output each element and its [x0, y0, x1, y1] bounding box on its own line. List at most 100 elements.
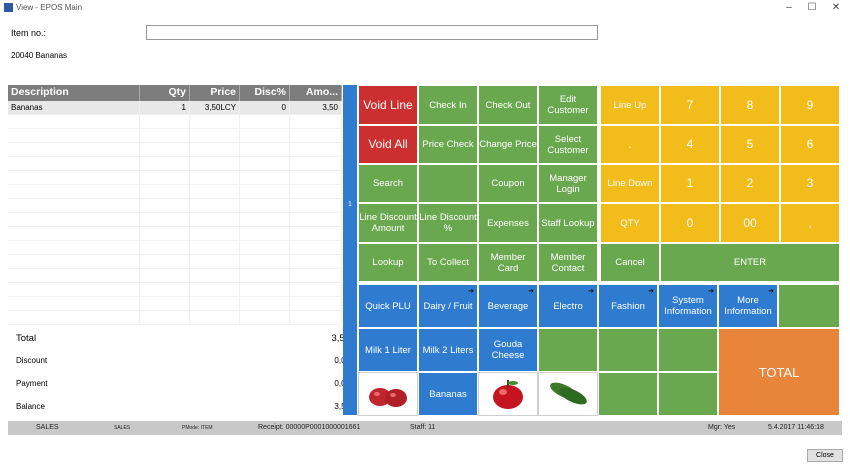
- col-description[interactable]: Description: [8, 85, 140, 101]
- close-button[interactable]: Close: [807, 449, 843, 462]
- change-price-button[interactable]: Change Price: [478, 125, 538, 164]
- milk-2-liters-button[interactable]: Milk 2 Liters: [418, 328, 478, 372]
- key-0[interactable]: 0: [660, 203, 720, 243]
- cell-description: Bananas: [8, 101, 140, 114]
- apple-plu-button[interactable]: [478, 372, 538, 416]
- status-mode: SALES: [36, 424, 59, 431]
- manager-login-button[interactable]: Manager Login: [538, 164, 598, 203]
- lookup-button[interactable]: Lookup: [358, 243, 418, 282]
- item-no-input[interactable]: [146, 25, 598, 40]
- dairy-fruit-button[interactable]: ➜ Dairy / Fruit: [418, 284, 478, 328]
- empty-table-row[interactable]: [8, 255, 342, 269]
- electro-button[interactable]: ➜ Electro: [538, 284, 598, 328]
- blank-button-1[interactable]: [418, 164, 478, 203]
- qty-button[interactable]: QTY: [600, 203, 660, 243]
- empty-table-row[interactable]: [8, 129, 342, 143]
- col-amount[interactable]: Amo...: [290, 85, 342, 101]
- blank-button-2[interactable]: [778, 284, 840, 328]
- key-3[interactable]: 3: [780, 164, 840, 203]
- beverage-button[interactable]: ➜ Beverage: [478, 284, 538, 328]
- payment-line: Payment 0,00: [8, 373, 352, 396]
- key-5[interactable]: 5: [720, 125, 780, 164]
- member-contact-button[interactable]: Member Contact: [538, 243, 598, 282]
- blank-button-3[interactable]: [538, 328, 598, 372]
- system-information-label: System Information: [664, 295, 712, 317]
- coupon-button[interactable]: Coupon: [478, 164, 538, 203]
- edit-customer-button[interactable]: Edit Customer: [538, 85, 598, 125]
- void-line-button[interactable]: Void Line: [358, 85, 418, 125]
- blank-button-7[interactable]: [658, 372, 718, 416]
- empty-cell: [8, 143, 140, 156]
- to-collect-button[interactable]: To Collect: [418, 243, 478, 282]
- empty-cell: [8, 311, 140, 324]
- key-1[interactable]: 1: [660, 164, 720, 203]
- balance-line: Balance 3,50: [8, 396, 352, 419]
- bananas-button[interactable]: Bananas: [418, 372, 478, 416]
- enter-button[interactable]: ENTER: [660, 243, 840, 282]
- empty-table-row[interactable]: [8, 143, 342, 157]
- check-out-button[interactable]: Check Out: [478, 85, 538, 125]
- key-2[interactable]: 2: [720, 164, 780, 203]
- key-comma[interactable]: ,: [780, 203, 840, 243]
- key-6[interactable]: 6: [780, 125, 840, 164]
- key-4[interactable]: 4: [660, 125, 720, 164]
- empty-table-row[interactable]: [8, 199, 342, 213]
- empty-cell: [240, 255, 290, 268]
- empty-cell: [240, 213, 290, 226]
- col-qty[interactable]: Qty: [140, 85, 190, 101]
- total-button[interactable]: TOTAL: [718, 328, 840, 416]
- empty-table-row[interactable]: [8, 213, 342, 227]
- check-in-button[interactable]: Check In: [418, 85, 478, 125]
- expenses-button[interactable]: Expenses: [478, 203, 538, 243]
- more-information-button[interactable]: ➜ More Information: [718, 284, 778, 328]
- empty-table-row[interactable]: [8, 171, 342, 185]
- submenu-arrow-icon: ➜: [708, 288, 714, 295]
- key-8[interactable]: 8: [720, 85, 780, 125]
- table-row[interactable]: Bananas 1 3,50LCY 0 3,50: [8, 101, 342, 115]
- milk-1-liter-button[interactable]: Milk 1 Liter: [358, 328, 418, 372]
- key-dot[interactable]: .: [600, 125, 660, 164]
- key-00[interactable]: 00: [720, 203, 780, 243]
- empty-table-row[interactable]: [8, 311, 342, 325]
- empty-table-row[interactable]: [8, 283, 342, 297]
- quick-plu-button[interactable]: Quick PLU: [358, 284, 418, 328]
- empty-cell: [8, 129, 140, 142]
- empty-cell: [290, 269, 342, 282]
- maximize-button[interactable]: ☐: [807, 2, 817, 13]
- empty-table-row[interactable]: [8, 157, 342, 171]
- fashion-button[interactable]: ➜ Fashion: [598, 284, 658, 328]
- member-card-button[interactable]: Member Card: [478, 243, 538, 282]
- blank-button-6[interactable]: [598, 372, 658, 416]
- staff-lookup-button[interactable]: Staff Lookup: [538, 203, 598, 243]
- system-information-button[interactable]: ➜ System Information: [658, 284, 718, 328]
- void-all-button[interactable]: Void All: [358, 125, 418, 164]
- line-discount-amount-button[interactable]: Line Discount Amount: [358, 203, 418, 243]
- line-up-button[interactable]: Line Up: [600, 85, 660, 125]
- cucumbers-plu-button[interactable]: [538, 372, 598, 416]
- line-discount-pct-button[interactable]: Line Discount %: [418, 203, 478, 243]
- empty-table-row[interactable]: [8, 185, 342, 199]
- line-down-button[interactable]: Line Down: [600, 164, 660, 203]
- key-9[interactable]: 9: [780, 85, 840, 125]
- empty-table-row[interactable]: [8, 297, 342, 311]
- search-button[interactable]: Search: [358, 164, 418, 203]
- key-7[interactable]: 7: [660, 85, 720, 125]
- select-customer-button[interactable]: Select Customer: [538, 125, 598, 164]
- col-price[interactable]: Price: [190, 85, 240, 101]
- blank-button-5[interactable]: [658, 328, 718, 372]
- cancel-button[interactable]: Cancel: [600, 243, 660, 282]
- price-check-button[interactable]: Price Check: [418, 125, 478, 164]
- empty-table-row[interactable]: [8, 115, 342, 129]
- blank-button-4[interactable]: [598, 328, 658, 372]
- close-window-button[interactable]: ✕: [831, 2, 841, 13]
- empty-table-row[interactable]: [8, 227, 342, 241]
- minimize-button[interactable]: –: [786, 2, 792, 13]
- col-disc[interactable]: Disc%: [240, 85, 290, 101]
- empty-table-row[interactable]: [8, 241, 342, 255]
- gouda-cheese-button[interactable]: Gouda Cheese: [478, 328, 538, 372]
- menu-pager[interactable]: 1: [343, 85, 357, 415]
- apples-plu-button[interactable]: [358, 372, 418, 416]
- empty-cell: [8, 185, 140, 198]
- empty-table-row[interactable]: [8, 269, 342, 283]
- empty-cell: [140, 129, 190, 142]
